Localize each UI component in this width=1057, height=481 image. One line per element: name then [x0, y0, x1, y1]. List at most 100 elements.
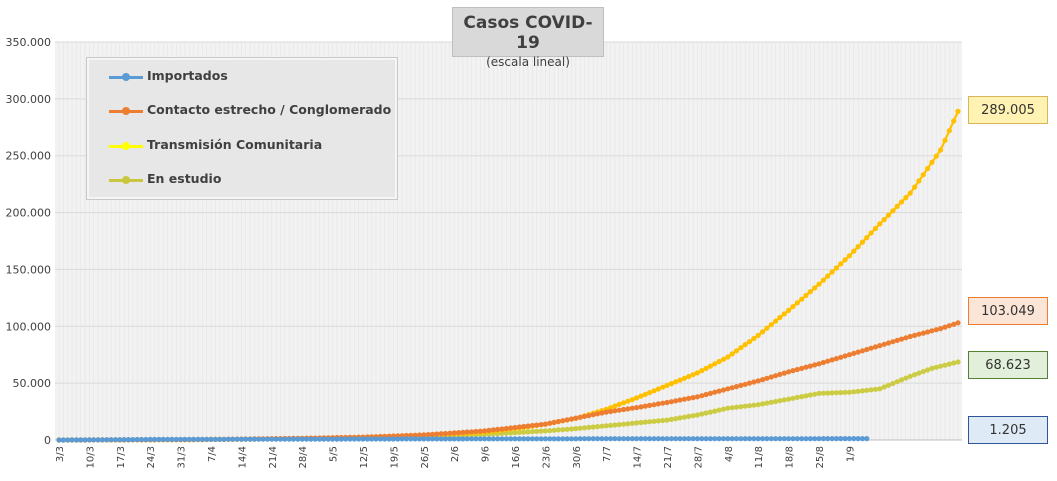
- data-point: [499, 426, 505, 432]
- data-point: [616, 436, 622, 442]
- data-point: [877, 343, 883, 349]
- data-point: [751, 402, 757, 408]
- data-point: [91, 437, 97, 443]
- data-point: [56, 437, 62, 443]
- data-point: [308, 436, 314, 442]
- data-point: [781, 436, 787, 442]
- data-point: [720, 356, 727, 362]
- data-point: [864, 235, 870, 241]
- data-point: [768, 374, 774, 380]
- data-point: [768, 322, 774, 328]
- data-point: [512, 436, 518, 442]
- data-point: [638, 393, 644, 399]
- data-point: [807, 392, 813, 398]
- data-point: [499, 436, 505, 442]
- data-point: [951, 321, 957, 327]
- data-point: [612, 436, 618, 442]
- data-point: [825, 358, 831, 364]
- data-point: [547, 428, 553, 434]
- data-point: [664, 436, 670, 442]
- data-point: [799, 394, 805, 400]
- data-point: [681, 396, 688, 402]
- data-point: [112, 437, 119, 443]
- data-point: [846, 352, 853, 358]
- data-point: [898, 377, 905, 383]
- data-point: [238, 436, 244, 442]
- data-point: [121, 437, 127, 443]
- data-point: [838, 436, 844, 442]
- data-point: [642, 403, 648, 409]
- data-point: [482, 428, 488, 434]
- data-point: [951, 360, 957, 366]
- x-tick-label: 24/3: [146, 446, 157, 468]
- data-point: [686, 373, 692, 380]
- data-point: [673, 436, 679, 442]
- data-point: [638, 419, 644, 426]
- data-point: [373, 436, 379, 442]
- data-point: [890, 208, 896, 214]
- x-tick-label: 18/8: [785, 446, 796, 468]
- data-point: [534, 428, 540, 434]
- data-point: [677, 377, 683, 383]
- data-point: [760, 401, 766, 407]
- data-point: [477, 436, 483, 442]
- data-point: [108, 437, 114, 443]
- data-point: [929, 159, 935, 165]
- data-point: [590, 412, 596, 418]
- x-tick-label: 14/4: [237, 446, 248, 468]
- data-point: [829, 269, 835, 275]
- data-point: [143, 436, 149, 443]
- data-point: [903, 195, 909, 201]
- data-point: [694, 436, 701, 442]
- data-point: [946, 323, 952, 329]
- data-point: [872, 225, 879, 232]
- data-point: [612, 422, 618, 428]
- data-point: [425, 432, 431, 438]
- data-point: [812, 362, 818, 368]
- data-point: [877, 386, 883, 392]
- data-point: [781, 397, 787, 403]
- legend-label: Contacto estrecho / Conglomerado: [147, 102, 392, 117]
- data-point: [629, 397, 635, 403]
- legend-marker: [122, 142, 130, 150]
- data-point: [508, 425, 514, 431]
- data-point: [786, 369, 792, 375]
- legend-marker: [122, 107, 130, 115]
- data-point: [642, 419, 648, 425]
- legend-item-en-estudio: En estudio: [109, 170, 399, 190]
- data-point: [838, 261, 844, 267]
- data-point: [890, 380, 896, 387]
- data-point: [634, 405, 640, 411]
- data-point: [594, 411, 601, 417]
- data-point: [912, 184, 918, 190]
- data-point: [165, 436, 171, 442]
- data-point: [855, 349, 861, 355]
- data-point: [773, 436, 779, 442]
- data-point: [521, 429, 527, 435]
- data-point: [794, 300, 800, 306]
- data-point: [677, 397, 683, 403]
- data-point: [568, 436, 575, 442]
- data-point: [855, 244, 861, 250]
- data-point: [881, 217, 887, 223]
- data-point: [916, 178, 922, 184]
- data-point: [794, 436, 800, 442]
- end-label-en-estudio: 68.623: [968, 351, 1048, 379]
- data-point: [525, 436, 531, 442]
- legend-item-contacto: Contacto estrecho / Conglomerado: [109, 101, 399, 121]
- data-point: [925, 367, 931, 373]
- data-point: [838, 354, 844, 360]
- data-point: [803, 393, 809, 399]
- data-point: [790, 436, 796, 442]
- data-point: [277, 436, 284, 442]
- x-tick-label: 1/9: [845, 446, 856, 462]
- data-point: [712, 436, 718, 442]
- data-point: [577, 414, 583, 420]
- data-point: [438, 431, 444, 437]
- data-point: [694, 370, 701, 376]
- x-tick-label: 9/6: [481, 446, 492, 462]
- data-point: [855, 436, 861, 442]
- data-point: [799, 436, 805, 442]
- data-point: [269, 436, 275, 442]
- x-tick-label: 23/6: [541, 446, 552, 468]
